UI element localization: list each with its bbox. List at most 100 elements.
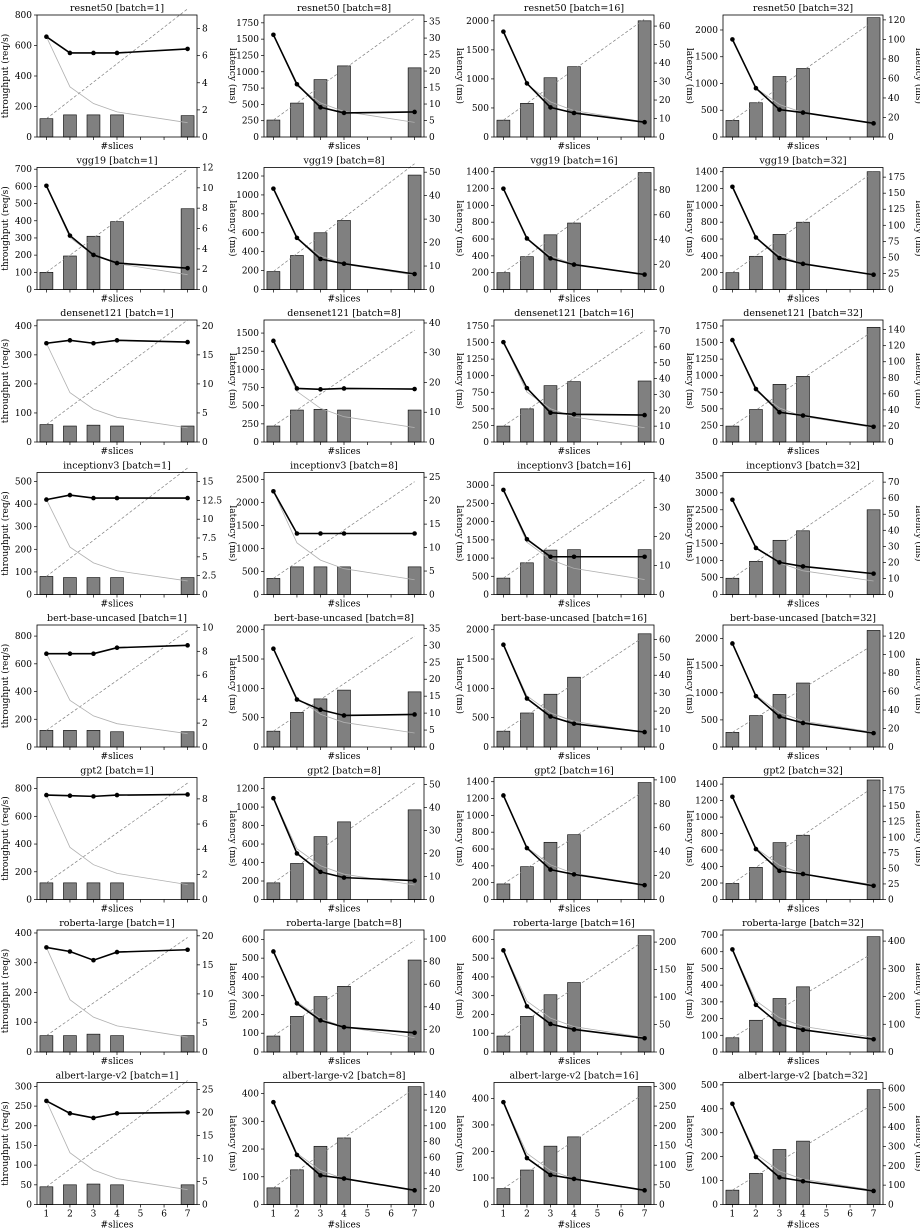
y-right-axis-label: latency (ms) bbox=[913, 505, 920, 561]
y-right-tick-label: 8 bbox=[202, 795, 208, 805]
y-left-axis-label: throughput (req/s) bbox=[0, 34, 11, 119]
y-left-tick-label: 3500 bbox=[695, 472, 718, 482]
x-axis-label: #slices bbox=[787, 1221, 820, 1229]
y-right-tick-label: 125 bbox=[888, 205, 905, 215]
y-right-tick-label: 250 bbox=[659, 1102, 676, 1112]
y-left-tick-label: 200 bbox=[242, 267, 259, 277]
throughput-bar bbox=[796, 986, 810, 1053]
y-left-tick-label: 50 bbox=[21, 1181, 33, 1191]
y-right-tick-label: 30 bbox=[888, 542, 900, 552]
x-tick-label: 6 bbox=[161, 1210, 167, 1220]
y-left-tick-label: 200 bbox=[472, 1147, 489, 1157]
latency-point bbox=[642, 554, 647, 560]
y-left-tick-label: 0 bbox=[26, 1201, 32, 1211]
latency-point bbox=[412, 1030, 417, 1036]
throughput-bar bbox=[866, 17, 881, 138]
y-right-tick-label: 30 bbox=[429, 215, 441, 225]
y-right-axis-label: latency (ms) bbox=[684, 353, 695, 409]
y-left-tick-label: 400 bbox=[242, 1090, 259, 1100]
throughput-bar bbox=[180, 1035, 195, 1053]
ideal-throughput-line bbox=[46, 319, 188, 425]
throughput-bar bbox=[496, 883, 511, 900]
y-left-tick-label: 600 bbox=[472, 235, 489, 245]
y-left-tick-label: 0 bbox=[26, 286, 32, 296]
y-right-tick-label: 2 bbox=[202, 719, 208, 729]
throughput-bar bbox=[637, 172, 652, 290]
y-right-axis-label: latency (ms) bbox=[454, 658, 465, 714]
y-right-tick-label: 50 bbox=[429, 168, 441, 178]
y-left-axis-label: throughput (req/s) bbox=[0, 186, 11, 271]
y-right-axis-label: latency (ms) bbox=[454, 963, 465, 1019]
y-left-tick-label: 0 bbox=[26, 133, 32, 143]
y-left-tick-label: 300 bbox=[15, 351, 32, 361]
x-axis-label: #slices bbox=[787, 752, 820, 762]
latency-point bbox=[67, 338, 73, 343]
latency-point bbox=[548, 410, 553, 415]
y-left-tick-label: 0 bbox=[483, 896, 489, 906]
y-right-axis-label: latency (ms) bbox=[227, 48, 238, 104]
y-left-tick-label: 600 bbox=[15, 42, 32, 52]
y-right-tick-label: 20 bbox=[429, 497, 441, 507]
x-axis-label: #slices bbox=[101, 447, 134, 457]
y-right-tick-label: 20 bbox=[659, 261, 671, 271]
throughput-bar bbox=[407, 1086, 422, 1205]
y-left-tick-label: 3000 bbox=[695, 489, 718, 499]
latency-point bbox=[777, 560, 782, 565]
y-right-tick-label: 30 bbox=[429, 349, 441, 359]
y-right-axis-label: latency (ms) bbox=[913, 658, 920, 714]
y-right-tick-label: 25 bbox=[429, 658, 441, 668]
throughput-bar bbox=[313, 698, 328, 748]
y-right-tick-label: 150 bbox=[888, 189, 905, 199]
latency-point bbox=[571, 721, 577, 726]
latency-point bbox=[524, 537, 530, 542]
throughput-bar bbox=[567, 982, 581, 1053]
y-left-tick-label: 400 bbox=[242, 973, 259, 983]
latency-point bbox=[642, 729, 647, 735]
y-right-tick-label: 150 bbox=[659, 966, 676, 976]
ideal-latency-line bbox=[273, 491, 415, 581]
y-right-tick-label: 200 bbox=[659, 938, 676, 948]
y-right-tick-label: 0 bbox=[659, 591, 665, 601]
y-left-tick-label: 2000 bbox=[695, 26, 718, 36]
ideal-throughput-line bbox=[732, 644, 874, 733]
y-right-tick-label: 80 bbox=[888, 374, 900, 384]
latency-point bbox=[871, 571, 876, 576]
y-left-tick-label: 100 bbox=[15, 568, 32, 578]
y-left-tick-label: 200 bbox=[701, 1015, 718, 1025]
latency-point bbox=[67, 50, 73, 56]
subplot: inceptionv3 [batch=32]050010001500200025… bbox=[695, 461, 920, 610]
throughput-bar bbox=[266, 1187, 281, 1205]
x-tick-label: 7 bbox=[642, 1210, 648, 1220]
x-tick-label: 1 bbox=[730, 1210, 736, 1220]
y-left-tick-label: 200 bbox=[472, 1010, 489, 1020]
x-axis-label: #slices bbox=[101, 1057, 134, 1067]
throughput-bar bbox=[866, 171, 881, 290]
subplot-title: inceptionv3 [batch=16] bbox=[517, 461, 631, 472]
latency-point bbox=[294, 1152, 300, 1158]
throughput-bar bbox=[110, 731, 124, 748]
y-left-tick-label: 1500 bbox=[236, 521, 259, 531]
x-axis-label: #slices bbox=[787, 295, 820, 305]
y-right-tick-label: 40 bbox=[429, 319, 441, 329]
subplot: bert-base-uncased [batch=1] 0 200 400 600 800… bbox=[0, 613, 238, 762]
y-left-tick-label: 1000 bbox=[236, 191, 259, 201]
latency-point bbox=[318, 1018, 323, 1023]
latency-point bbox=[294, 235, 300, 241]
x-axis-label: #slices bbox=[328, 752, 361, 762]
y-right-tick-label: 125 bbox=[888, 818, 905, 828]
y-left-tick-label: 1400 bbox=[466, 168, 489, 178]
subplot-title: bert-base-uncased [batch=8] bbox=[274, 613, 414, 624]
y-right-tick-label: 50 bbox=[429, 780, 441, 790]
subplot-title: vgg19 [batch=16] bbox=[529, 156, 617, 167]
y-left-tick-label: 1200 bbox=[695, 797, 718, 807]
y-left-tick-label: 2500 bbox=[466, 499, 489, 509]
throughput-bar bbox=[337, 1137, 351, 1205]
latency-point bbox=[67, 651, 73, 657]
y-right-tick-label: 0 bbox=[888, 1201, 894, 1211]
y-left-tick-label: 1000 bbox=[466, 372, 489, 382]
y-left-tick-label: 300 bbox=[15, 959, 32, 969]
y-right-tick-label: 30 bbox=[659, 503, 671, 513]
x-tick-label: 5 bbox=[595, 1210, 601, 1220]
y-left-tick-label: 2500 bbox=[236, 475, 259, 485]
